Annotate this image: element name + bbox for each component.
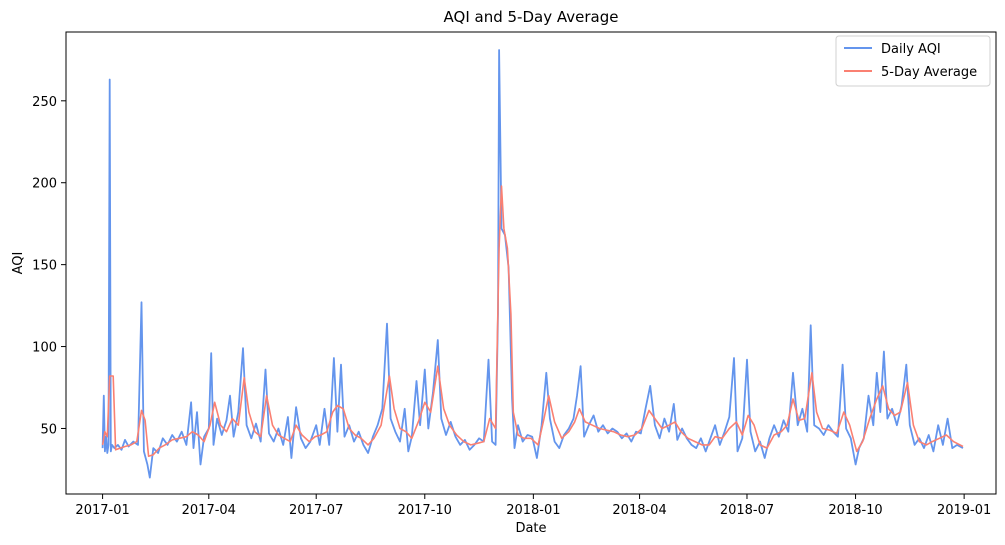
y-tick-label: 100 — [32, 341, 57, 356]
x-axis: 2017-01 2017-04 2017-07 2017-10 2018-01 2018-… — [75, 494, 991, 518]
legend: Daily AQI 5-Day Average — [835, 35, 991, 87]
axes-frame — [65, 31, 997, 495]
legend-label-average: 5-Day Average — [881, 65, 977, 80]
y-axis: 50 100 150 200 250 — [32, 95, 66, 437]
y-axis-title: AQI — [11, 252, 26, 275]
x-axis-title: Date — [515, 521, 546, 536]
x-tick-label: 2018-10 — [828, 503, 882, 518]
x-tick-label: 2017-01 — [75, 503, 129, 518]
x-tick-label: 2019-01 — [937, 503, 991, 518]
y-tick-label: 50 — [40, 422, 57, 437]
series-layer — [101, 49, 964, 479]
daily-aqi-line — [101, 49, 964, 479]
legend-box — [835, 35, 991, 87]
five-day-average-line — [101, 185, 964, 458]
chart-title: AQI and 5-Day Average — [444, 8, 619, 26]
plot-area — [65, 31, 997, 495]
x-tick-label: 2017-10 — [398, 503, 452, 518]
x-tick-label: 2017-07 — [289, 503, 343, 518]
x-tick-label: 2017-04 — [182, 503, 236, 518]
y-tick-label: 250 — [32, 95, 57, 110]
x-tick-label: 2018-01 — [506, 503, 560, 518]
y-tick-label: 200 — [32, 177, 57, 192]
x-tick-label: 2018-04 — [612, 503, 666, 518]
legend-label-daily: Daily AQI — [881, 42, 941, 57]
y-tick-label: 150 — [32, 259, 57, 274]
x-tick-label: 2018-07 — [720, 503, 774, 518]
